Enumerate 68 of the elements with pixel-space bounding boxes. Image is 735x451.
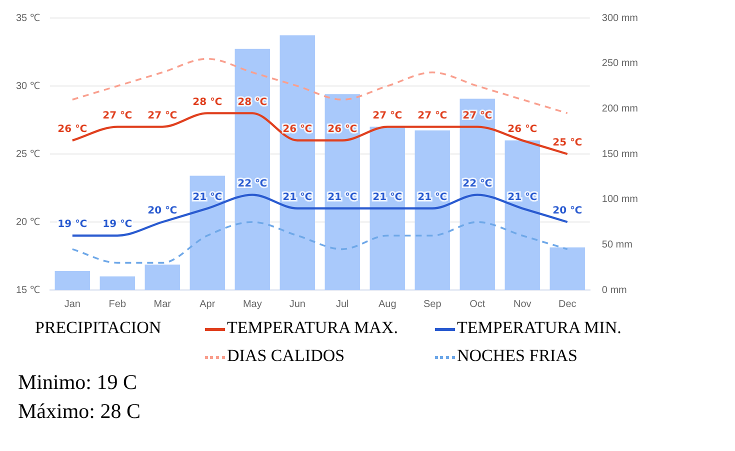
- data-label: 26 ℃: [508, 124, 538, 135]
- bar: [504, 140, 540, 290]
- text: Máximo: 28 C: [18, 398, 142, 425]
- x-tick-label: Mar: [154, 298, 172, 310]
- bar: [370, 126, 405, 290]
- bar: [190, 176, 225, 290]
- y2-tick-label: 200 mm: [602, 103, 638, 114]
- y2-tick-label: 100 mm: [602, 194, 638, 206]
- y2-tick-label: 300 mm: [602, 12, 638, 24]
- data-label: 27 ℃: [372, 110, 402, 122]
- x-tick-label: Feb: [108, 298, 126, 310]
- line-series: [71, 112, 568, 156]
- data-label: 22 ℃: [462, 178, 492, 190]
- data-label: 27 ℃: [462, 110, 492, 122]
- x-tick-label: Apr: [200, 298, 216, 310]
- data-label: 25 ℃: [552, 138, 582, 149]
- data-label: 21 ℃: [508, 192, 538, 203]
- legend-label: TEMPERATURA MIN.: [457, 318, 622, 337]
- data-label: 26 ℃: [58, 124, 88, 135]
- x-tick-label: May: [242, 298, 262, 310]
- line-series: [72, 221, 568, 264]
- y-tick-label: 35 ℃: [16, 12, 40, 24]
- x-tick-label: Jun: [289, 298, 306, 310]
- legend-label: TEMPERATURA MAX.: [227, 318, 398, 337]
- x-tick-label: Jul: [336, 298, 349, 310]
- series-label: PRECIPITACION: [35, 318, 162, 337]
- data-label: 28 ℃: [192, 96, 222, 108]
- data-label: 20 ℃: [552, 206, 582, 217]
- y-tick-label: 25 ℃: [16, 148, 40, 160]
- x-tick-label: Sep: [423, 298, 442, 310]
- y2-tick-label: 250 mm: [602, 58, 638, 70]
- bar: [550, 247, 585, 290]
- data-label: 26 ℃: [328, 124, 358, 135]
- y-tick-label: 30 ℃: [16, 80, 40, 92]
- data-label: 19 ℃: [102, 219, 132, 230]
- data-label: 21 ℃: [282, 192, 312, 203]
- line-series: [71, 194, 568, 237]
- text: Minimo: 19 C: [18, 369, 138, 396]
- bar: [414, 130, 450, 290]
- x-tick-label: Aug: [378, 298, 396, 310]
- data-label: 26 ℃: [282, 124, 312, 135]
- data-label: 27 ℃: [102, 110, 132, 122]
- y2-tick-label: 0 mm: [602, 284, 627, 296]
- legend-label: DIAS CALIDOS: [227, 346, 345, 365]
- y2-tick-label: 50 mm: [602, 239, 632, 250]
- y-tick-label: 20 ℃: [16, 216, 40, 228]
- y-tick-label: 15 ℃: [16, 284, 40, 296]
- data-label: 21 ℃: [372, 192, 402, 203]
- bar: [144, 264, 180, 290]
- data-label: 21 ℃: [192, 192, 222, 203]
- x-tick-label: Dec: [558, 298, 576, 310]
- bar: [54, 270, 90, 290]
- data-label: 21 ℃: [328, 192, 358, 203]
- bar: [100, 276, 135, 290]
- x-tick-label: Jan: [64, 298, 80, 310]
- data-label: 22 ℃: [238, 178, 268, 190]
- legend-label: NOCHES FRIAS: [457, 346, 578, 365]
- bar: [280, 35, 315, 290]
- data-label: 21 ℃: [418, 192, 448, 203]
- y2-tick-label: 150 mm: [602, 148, 638, 160]
- x-tick-label: Nov: [513, 298, 532, 310]
- data-label: 27 ℃: [418, 110, 448, 122]
- data-label: 20 ℃: [148, 206, 178, 217]
- bar: [234, 48, 270, 290]
- data-label: 28 ℃: [238, 96, 268, 108]
- data-label: 19 ℃: [58, 219, 88, 230]
- x-tick-label: Oct: [470, 298, 486, 310]
- data-label: 27 ℃: [148, 110, 178, 122]
